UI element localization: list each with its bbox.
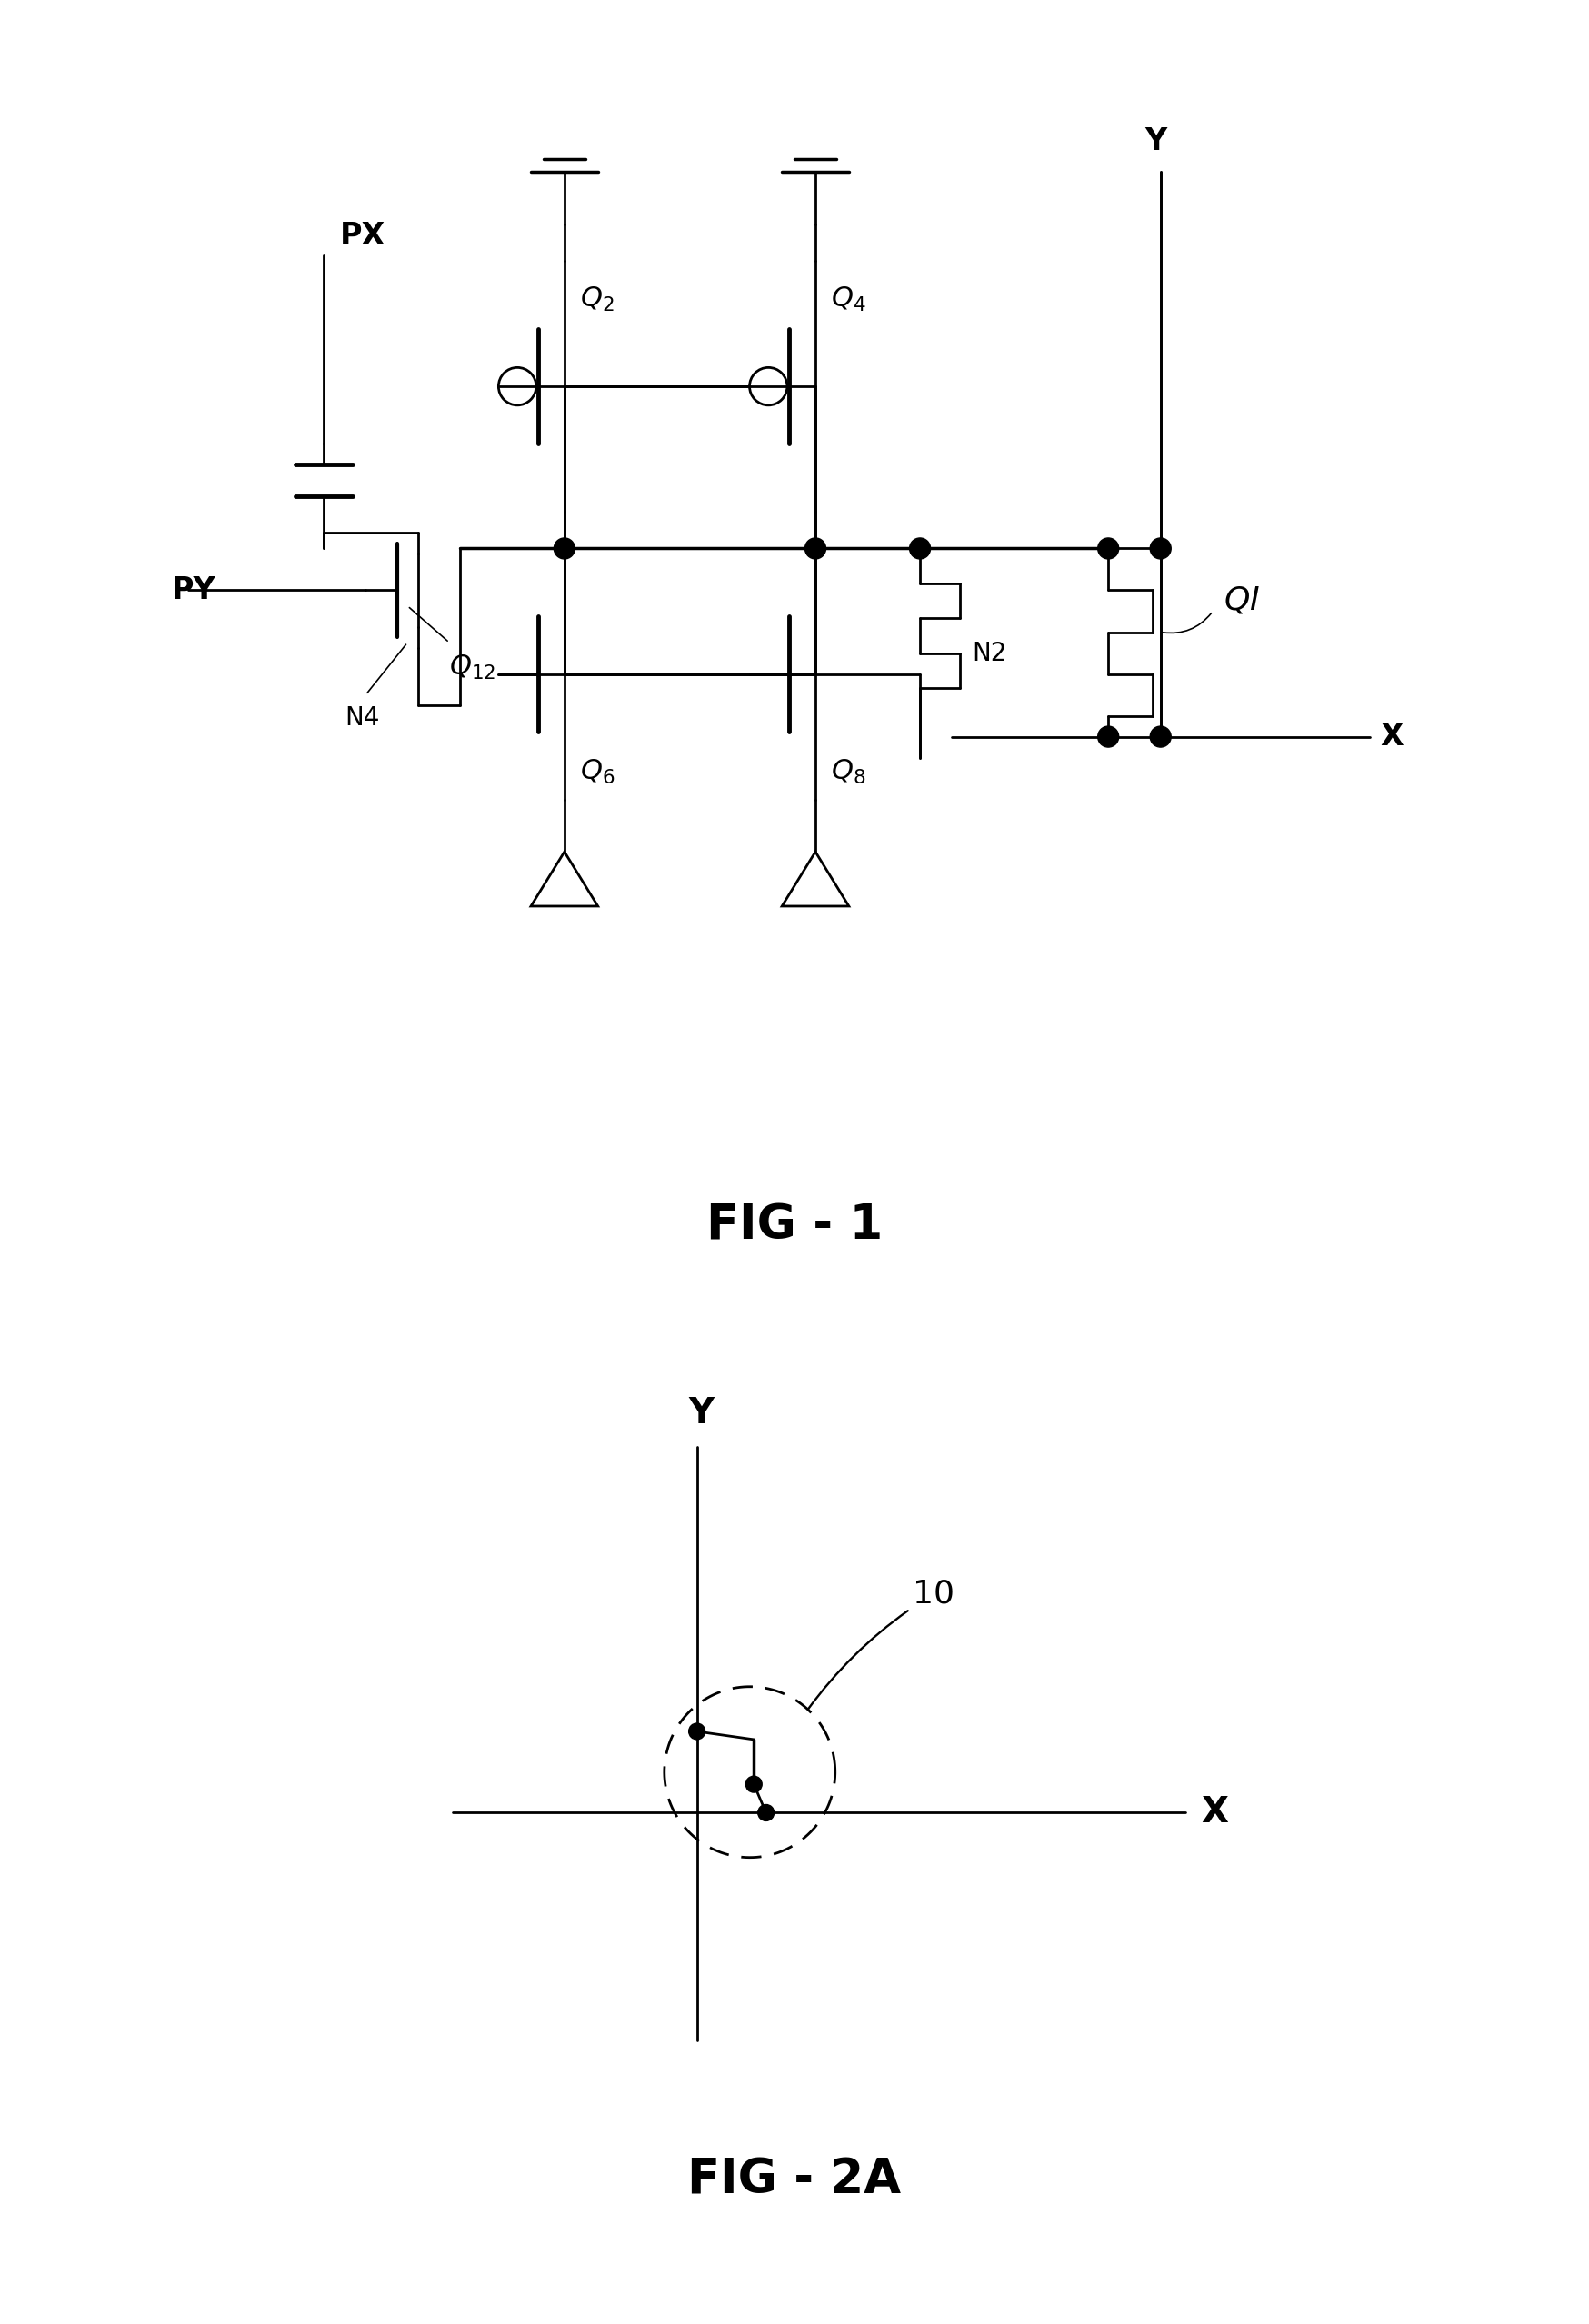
Text: PY: PY bbox=[172, 576, 216, 604]
Text: $Q_{12}$: $Q_{12}$ bbox=[450, 653, 496, 681]
Circle shape bbox=[555, 539, 575, 560]
Circle shape bbox=[909, 539, 931, 560]
Text: $Q_6$: $Q_6$ bbox=[580, 758, 615, 786]
Text: $Q_2$: $Q_2$ bbox=[580, 286, 615, 314]
Circle shape bbox=[688, 1724, 706, 1738]
Text: FIG - 2A: FIG - 2A bbox=[688, 2157, 901, 2203]
Circle shape bbox=[1150, 725, 1171, 748]
Text: $Q_4$: $Q_4$ bbox=[831, 286, 866, 314]
Circle shape bbox=[806, 539, 826, 560]
Text: N2: N2 bbox=[972, 641, 1007, 665]
Circle shape bbox=[1098, 725, 1119, 748]
Text: Y: Y bbox=[1144, 125, 1166, 156]
Text: X: X bbox=[1381, 723, 1403, 751]
Text: 10: 10 bbox=[809, 1578, 955, 1708]
Text: PX: PX bbox=[340, 221, 385, 251]
Text: $Q_8$: $Q_8$ bbox=[831, 758, 866, 786]
Text: N4: N4 bbox=[345, 706, 380, 730]
Circle shape bbox=[745, 1776, 763, 1792]
Circle shape bbox=[1098, 539, 1119, 560]
Text: $QI$: $QI$ bbox=[1224, 586, 1260, 616]
Text: FIG - 1: FIG - 1 bbox=[706, 1202, 883, 1250]
Circle shape bbox=[758, 1803, 774, 1822]
Text: X: X bbox=[1201, 1796, 1228, 1829]
Circle shape bbox=[1150, 539, 1171, 560]
Text: Y: Y bbox=[688, 1397, 713, 1429]
